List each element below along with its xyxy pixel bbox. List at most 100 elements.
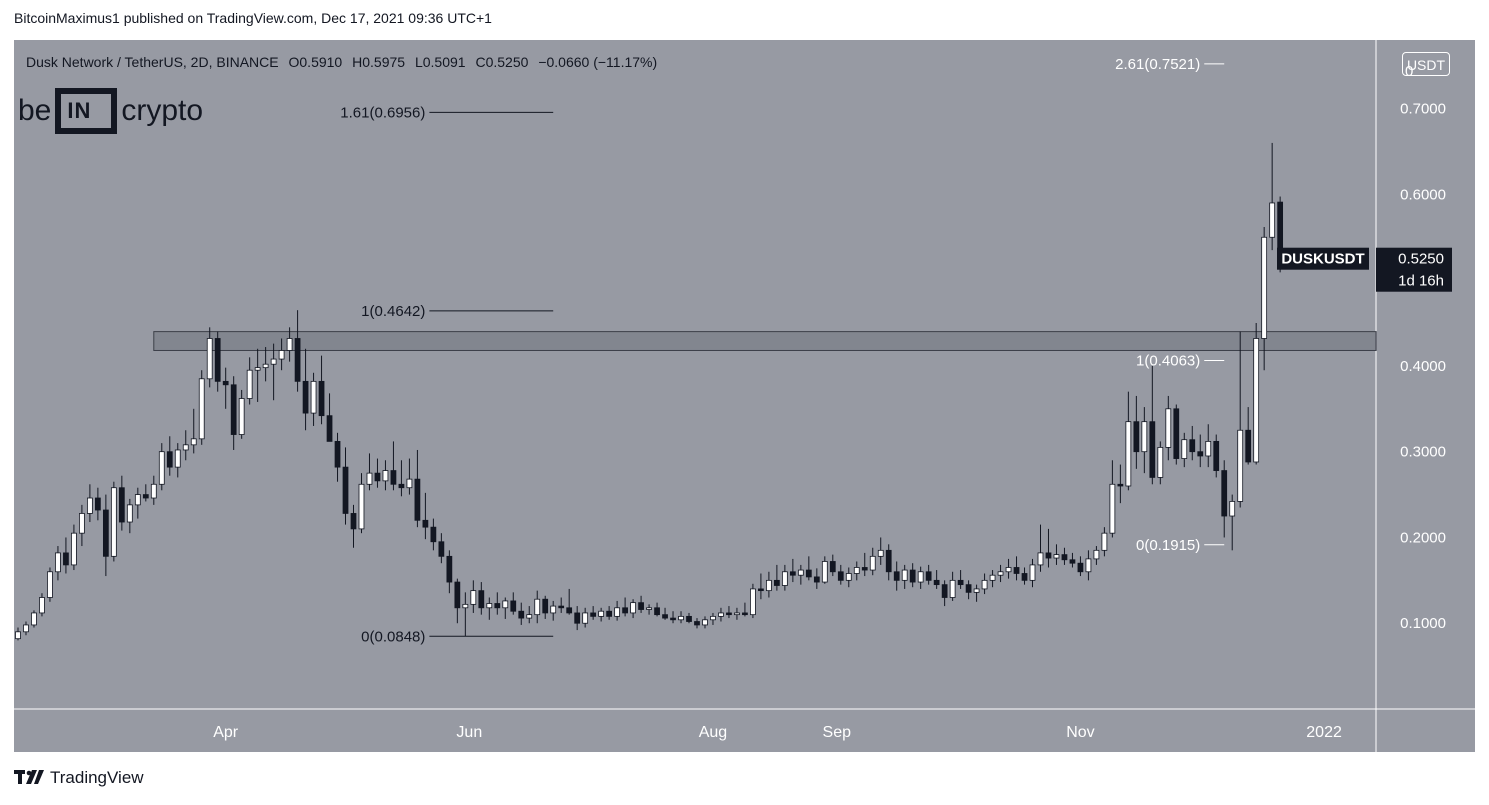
x-tick-label: Nov — [1066, 724, 1094, 741]
candle-body — [1005, 567, 1012, 573]
candle-body — [606, 610, 613, 617]
candle — [845, 567, 852, 588]
candle-body — [1125, 421, 1132, 487]
candle — [1101, 527, 1108, 557]
candle — [286, 327, 293, 362]
candle-body — [486, 603, 493, 609]
candle — [606, 606, 613, 620]
candle-body — [1213, 440, 1220, 471]
candle — [582, 607, 589, 628]
candle-body — [526, 614, 533, 619]
candle-body — [310, 380, 317, 414]
candle-body — [238, 398, 245, 435]
candle — [102, 494, 109, 577]
candle-body — [1109, 483, 1116, 534]
candle — [238, 389, 245, 439]
candle-body — [869, 555, 876, 571]
candle-body — [87, 497, 93, 514]
candle-body — [390, 470, 397, 485]
candle — [206, 327, 213, 388]
candle-body — [797, 569, 804, 576]
candle — [478, 582, 485, 615]
candle — [1197, 434, 1204, 468]
candle-body — [893, 571, 900, 581]
candle-body — [1237, 429, 1244, 502]
candle-body — [781, 571, 788, 586]
fib-level-label: 0(0.0848) — [361, 628, 425, 645]
candle-body — [718, 612, 724, 617]
candle-body — [150, 483, 157, 499]
candle — [1061, 547, 1068, 565]
y-tick-label-partial: 0 — [1405, 63, 1413, 80]
candle-body — [662, 614, 668, 619]
candle-body — [1261, 236, 1268, 339]
candle — [893, 561, 900, 591]
tradingview-logo-icon — [14, 770, 44, 784]
candle-body — [422, 519, 429, 528]
chart-frame[interactable]: 1.61(0.6956) 1(0.4642) 0(0.0848) 2.61(0.752… — [14, 40, 1475, 752]
candle-body — [582, 612, 589, 624]
candle — [1045, 528, 1052, 568]
candle-body — [1013, 567, 1020, 574]
candle — [230, 376, 237, 450]
candle — [813, 568, 820, 589]
candle — [430, 518, 437, 551]
currency-unit-button[interactable]: USDT — [1402, 52, 1450, 76]
candle — [654, 602, 660, 617]
candle — [590, 606, 597, 620]
candle-body — [686, 615, 692, 622]
candle — [63, 537, 69, 574]
candle-body — [742, 612, 748, 616]
price-tag-value: 0.5250 — [1398, 251, 1444, 268]
candle-body — [55, 552, 61, 573]
candle-body — [502, 600, 509, 609]
candle-body — [965, 584, 972, 593]
candle — [390, 441, 397, 491]
candle — [901, 564, 908, 589]
legend-low-value: 0.5091 — [422, 54, 466, 70]
candle — [1093, 546, 1100, 565]
candle-body — [342, 466, 349, 514]
candle — [190, 408, 197, 454]
candle — [23, 621, 29, 636]
footer: TradingView — [14, 766, 144, 790]
candle — [638, 595, 644, 613]
candle-body — [821, 561, 828, 583]
candle-body — [1061, 554, 1068, 561]
candle — [350, 504, 357, 548]
symbol-tag-bg — [1277, 247, 1369, 270]
candle-body — [1069, 559, 1076, 564]
candle — [110, 481, 117, 562]
candle-body — [550, 605, 557, 614]
candle-body — [350, 513, 357, 530]
candle — [502, 597, 509, 619]
candle-body — [574, 612, 581, 624]
candle — [534, 590, 541, 624]
footer-brand-name: TradingView — [50, 768, 144, 787]
candle — [558, 597, 565, 613]
candle-body — [734, 612, 740, 616]
candle-body — [318, 380, 325, 417]
candle-body — [366, 472, 373, 485]
candle — [997, 564, 1004, 583]
candle-body — [262, 363, 269, 369]
candle — [933, 570, 940, 589]
candlestick-chart[interactable]: 1.61(0.6956) 1(0.4642) 0(0.0848) 2.61(0.752… — [14, 40, 1475, 752]
legend-close-label: C — [475, 54, 486, 70]
legend-open-label: O — [288, 54, 300, 70]
candle — [797, 564, 804, 585]
candle — [342, 447, 349, 525]
candle — [710, 612, 716, 625]
candle-body — [622, 607, 628, 614]
candle — [1069, 552, 1076, 568]
candle — [1245, 407, 1252, 465]
candle — [909, 563, 916, 588]
candle-body — [829, 561, 836, 573]
candle-body — [901, 569, 908, 581]
candle-body — [1189, 439, 1196, 453]
candle-body — [206, 338, 213, 380]
fib-level-label: 1(0.4642) — [361, 303, 425, 320]
logo-bracket: IN — [55, 88, 118, 134]
candle-body — [766, 579, 772, 592]
candle — [821, 556, 828, 584]
